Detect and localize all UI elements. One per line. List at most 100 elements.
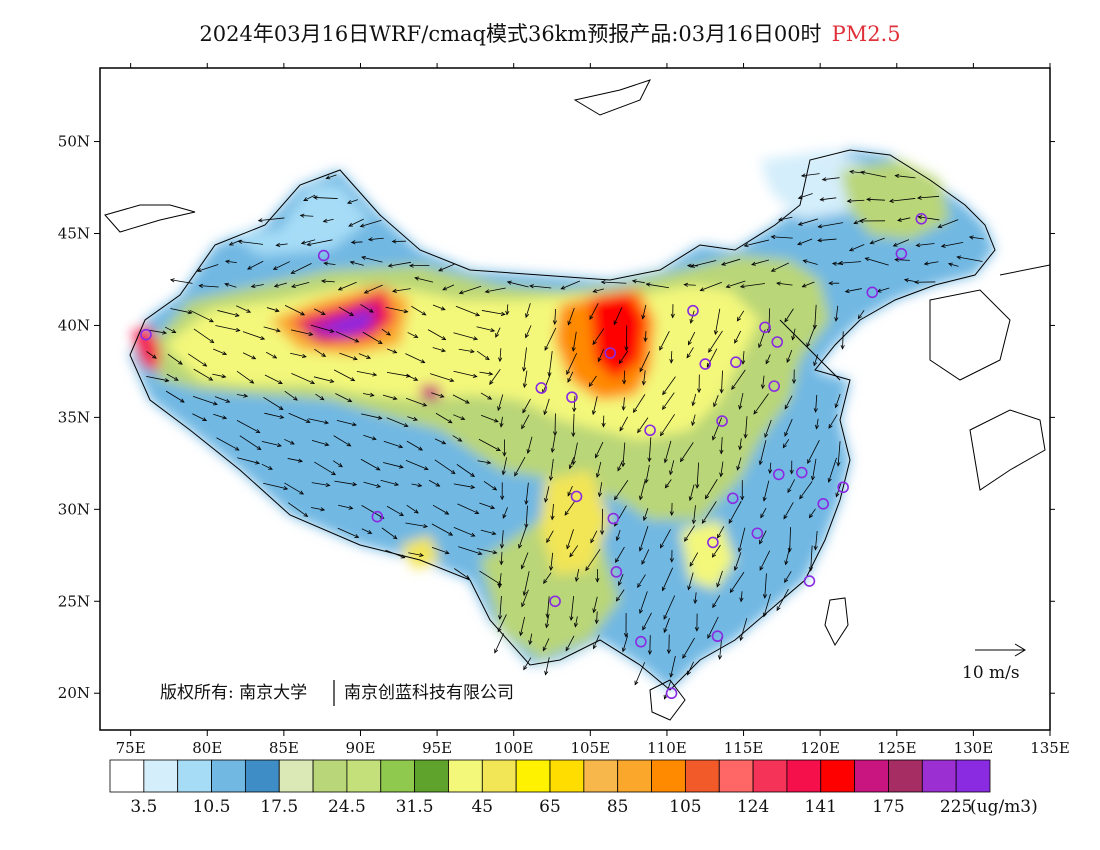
wind-arrow — [238, 240, 264, 245]
wind-arrow-head — [632, 408, 638, 414]
wind-arrow — [479, 570, 502, 585]
wind-arrow-head — [639, 367, 644, 373]
wind-arrow-head — [500, 311, 506, 316]
wind-arrow-head — [283, 486, 289, 491]
wind-arrow-head — [247, 265, 252, 270]
wind-arrow-head — [293, 396, 298, 401]
wind-arrow — [480, 392, 492, 400]
plot-frame — [99, 67, 1051, 731]
wind-arrow-head — [484, 289, 490, 294]
wind-arrow-head — [889, 198, 894, 203]
colorbar-swatch — [312, 759, 348, 793]
copyright-part2: 南京创蓝科技有限公司 — [344, 683, 514, 703]
wind-arrow-head — [392, 288, 397, 293]
wind-arrow-head — [663, 694, 668, 700]
colorbar: 3.5 10.5 17.5 24.5 31.5 45 65 85 105 124 141 175 225… — [109, 759, 1038, 817]
wind-arrow — [165, 390, 185, 403]
wind-arrow-head — [225, 398, 231, 403]
wind-arrow-head — [418, 446, 424, 451]
wind-arrow-head — [711, 553, 717, 558]
wind-arrow — [690, 310, 695, 324]
wind-arrow — [765, 354, 771, 364]
wind-arrow-head — [386, 331, 391, 336]
wind-arrow — [784, 571, 792, 583]
wind-arrow — [664, 440, 672, 463]
wind-arrow — [662, 376, 676, 395]
wind-arrow — [187, 353, 207, 367]
wind-arrow-head — [760, 384, 766, 390]
wind-arrow-head — [802, 259, 808, 264]
wind-arrow-head — [299, 213, 305, 218]
wind-arrow-head — [663, 615, 668, 620]
wind-arrow — [622, 442, 626, 467]
wind-arrow — [392, 288, 411, 292]
wind-arrow-head — [319, 396, 325, 401]
colorbar-swatch — [888, 759, 923, 793]
wind-arrow — [434, 459, 456, 474]
wind-arrow — [784, 308, 794, 323]
wind-arrow-head — [519, 631, 524, 637]
wind-arrow — [213, 413, 227, 419]
wind-arrow — [693, 505, 696, 524]
wind-arrow — [720, 461, 724, 477]
wind-arrow-head — [866, 197, 871, 202]
wind-arrow — [453, 370, 477, 378]
wind-arrow — [507, 281, 529, 288]
wind-arrow — [739, 392, 744, 410]
wind-arrow — [744, 239, 770, 247]
wind-arrow — [776, 282, 793, 286]
wind-arrow-head — [770, 234, 776, 240]
wind-arrow-head — [387, 263, 393, 268]
wind-arrow-head — [719, 472, 724, 478]
wind-arrow-head — [474, 510, 480, 514]
station-marker — [140, 328, 152, 341]
wind-arrow — [828, 414, 838, 429]
wind-arrow — [214, 396, 230, 403]
wind-arrow — [311, 439, 329, 446]
wind-arrow-head — [869, 240, 875, 245]
wind-arrow-head — [641, 380, 646, 386]
wind-arrow-head — [550, 515, 555, 521]
wind-arrow — [897, 217, 911, 221]
y-tick-label: 45N — [58, 225, 90, 243]
wind-arrow-head — [810, 475, 816, 481]
wind-arrow — [616, 589, 625, 602]
wind-arrow-head — [784, 431, 789, 437]
wind-arrow — [525, 505, 528, 528]
wind-arrow — [543, 398, 550, 415]
wind-arrow — [550, 458, 554, 481]
wind-arrow-head — [641, 560, 646, 565]
wind-arrow-head — [251, 355, 257, 360]
wind-arrow — [550, 552, 554, 571]
wind-arrow-head — [776, 281, 781, 286]
wind-arrow-head — [770, 267, 776, 272]
wind-arrow — [814, 304, 817, 329]
wind-arrow-head — [713, 402, 718, 408]
pm25-field — [130, 150, 995, 690]
wind-arrow-head — [403, 309, 409, 314]
wind-arrow — [893, 239, 910, 247]
wind-arrow-head — [689, 319, 694, 324]
station-marker — [635, 635, 647, 648]
wind-arrow — [263, 396, 284, 410]
wind-arrow-head — [303, 512, 309, 517]
wind-arrow-head — [329, 378, 335, 383]
wind-arrow-head — [222, 415, 228, 420]
wind-arrow — [763, 480, 770, 501]
wind-arrow-head — [827, 477, 832, 483]
colorbar-swatch — [820, 759, 856, 793]
wind-arrow — [938, 219, 959, 228]
wind-arrow-head — [712, 603, 717, 609]
colorbar-label: 31.5 — [396, 797, 434, 817]
wind-arrow — [948, 263, 959, 267]
wind-arrow — [643, 370, 646, 385]
wind-arrow-head — [417, 483, 423, 488]
wind-arrow-head — [923, 261, 929, 266]
wind-arrow — [310, 324, 334, 333]
wind-arrow — [431, 392, 444, 398]
wind-arrow-head — [222, 351, 228, 356]
wind-arrow — [500, 551, 503, 565]
wind-arrow-head — [375, 466, 381, 471]
wind-arrow-head — [617, 581, 622, 587]
wind-arrow — [146, 351, 157, 359]
